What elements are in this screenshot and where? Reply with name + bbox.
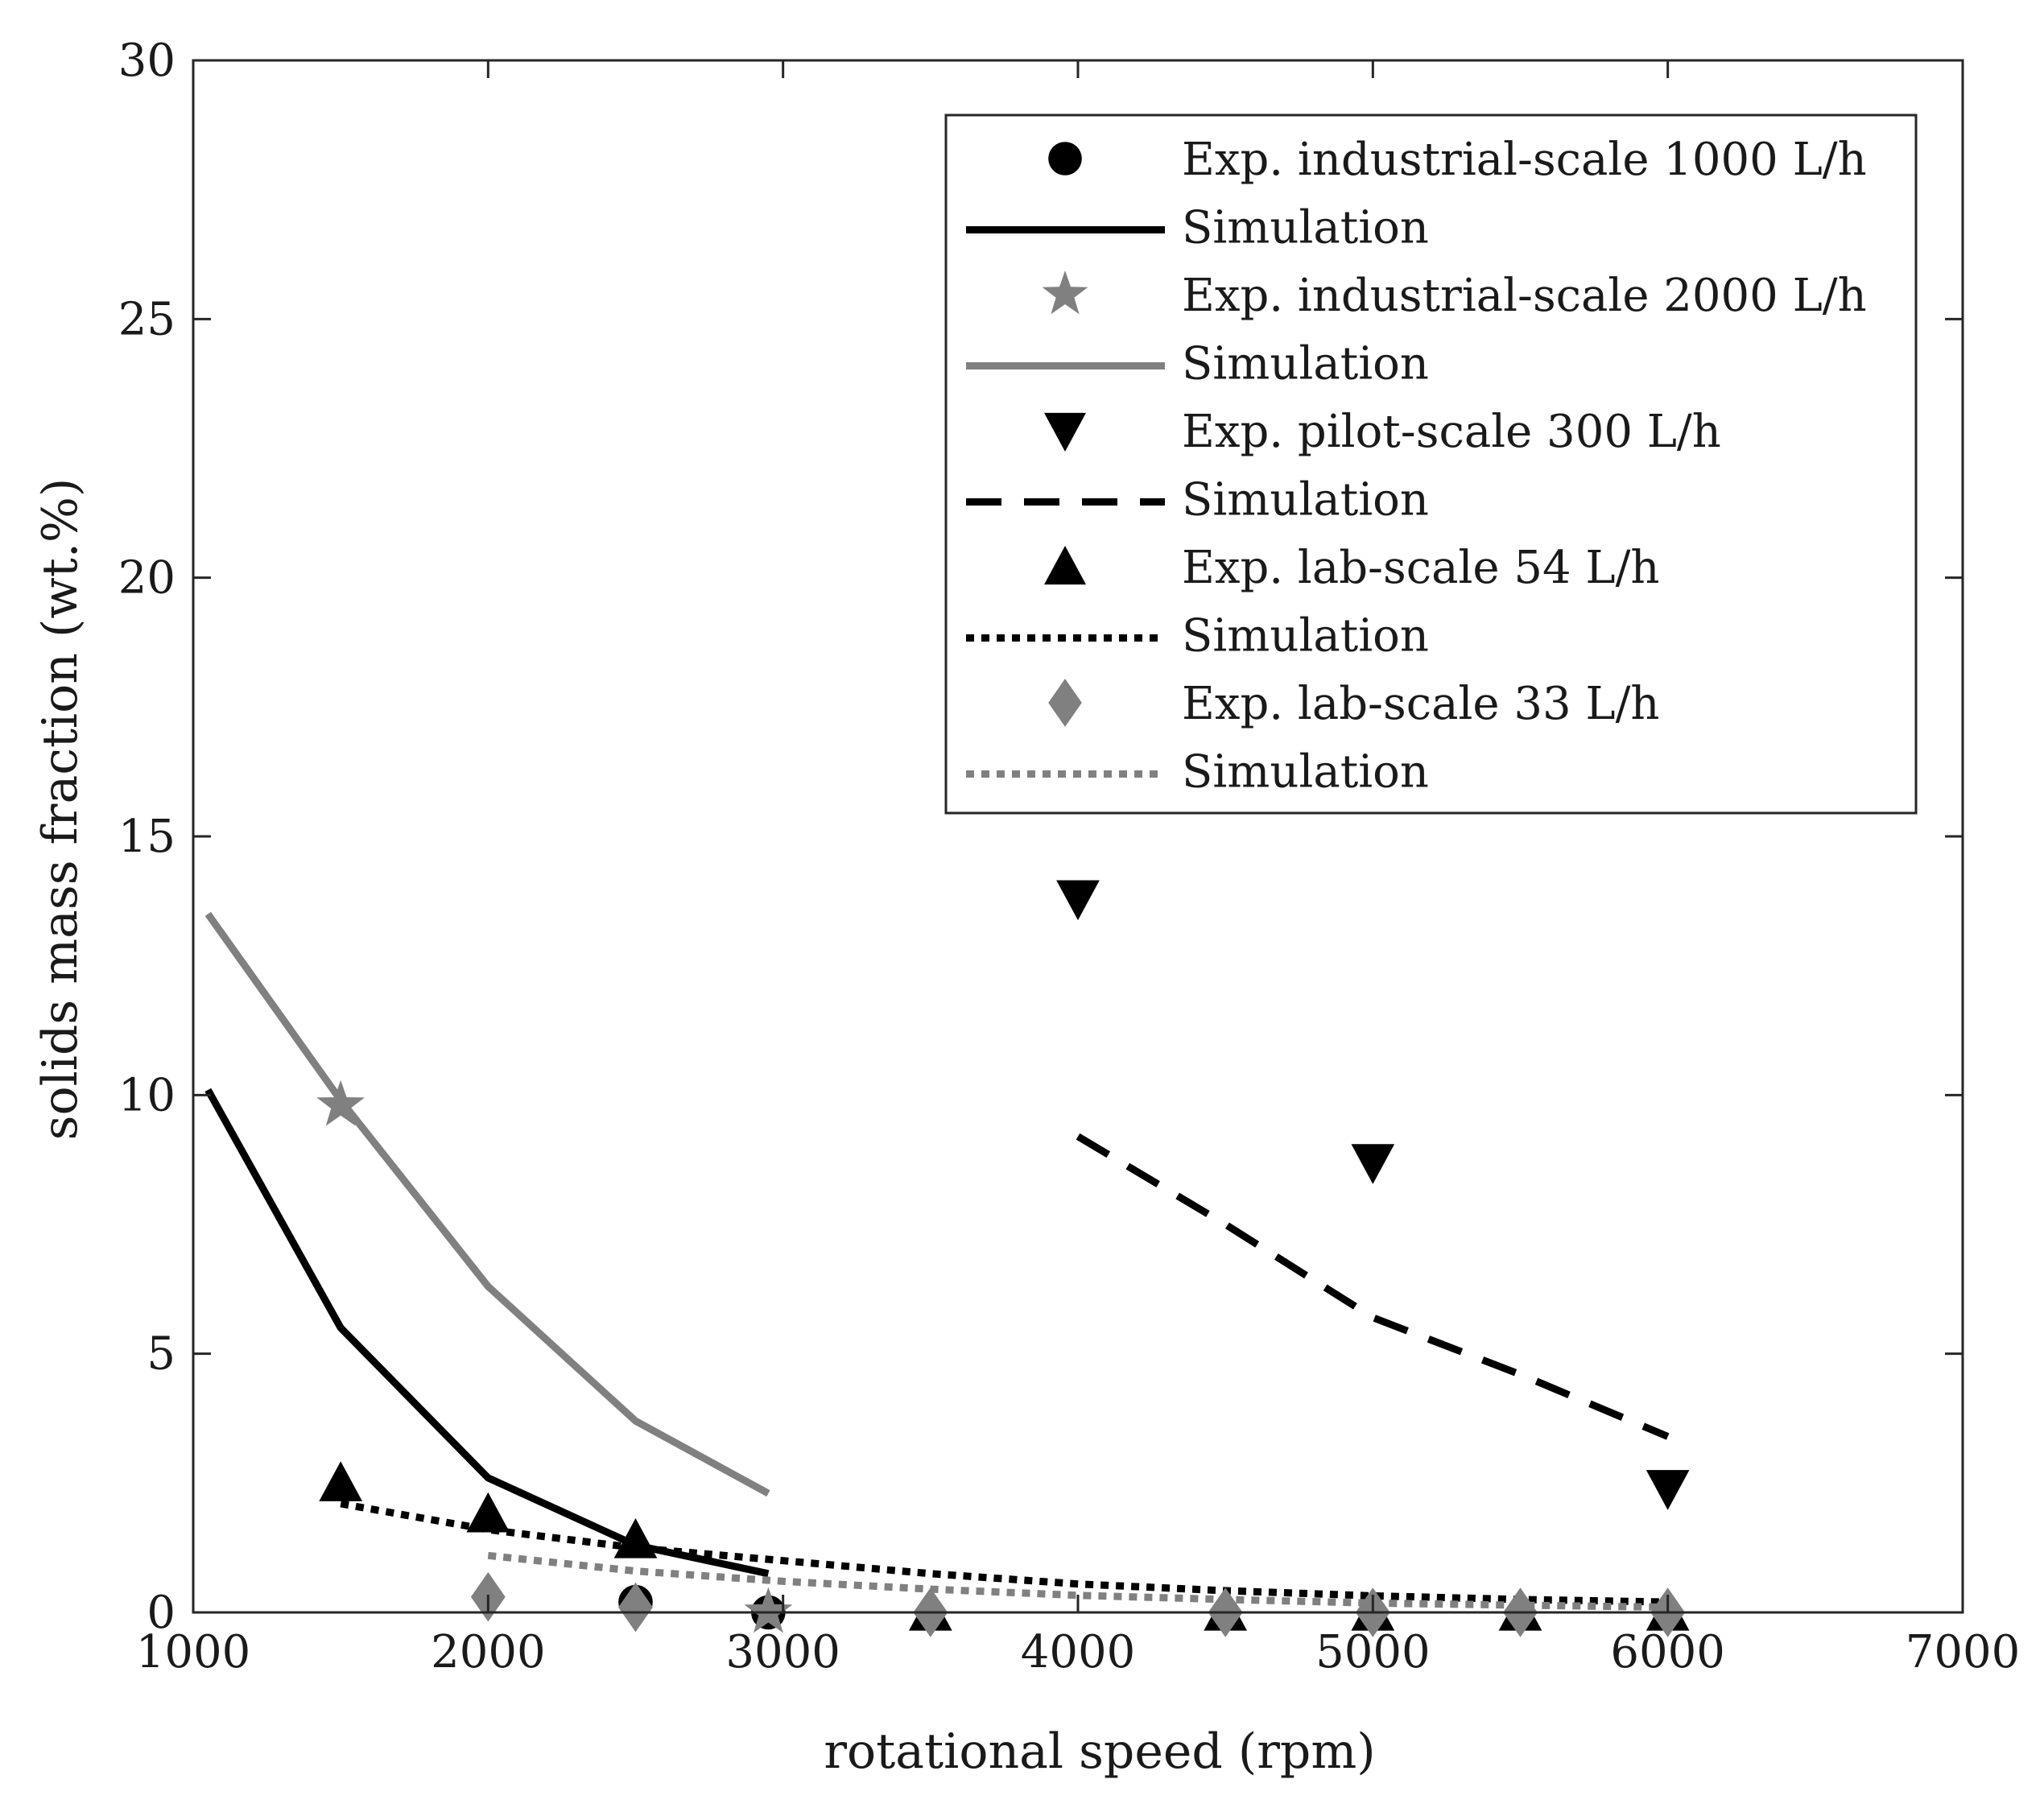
x-tick-label: 3000 [725,1626,840,1678]
series-markers-4 [1056,880,1690,1510]
legend: Exp. industrial-scale 1000 L/h Simulation… [944,114,1918,815]
legend-label: Simulation [1182,474,1429,526]
y-tick-label: 25 [118,293,175,345]
y-tick-label: 20 [118,552,175,605]
plot-area [204,880,1690,1637]
legend-swatch-marker [1048,679,1082,727]
legend-swatch-marker [1044,412,1086,452]
axes: 1000 2000 3000 4000 5000 6000 7000 0 5 10 15 20 25 30 [118,35,2021,1678]
y-tick-label: 0 [147,1587,175,1639]
legend-label: Exp. pilot-scale 300 L/h [1182,406,1721,458]
x-tick-label: 5000 [1315,1626,1431,1678]
data-point [1351,1144,1395,1184]
x-tick-label: 2000 [431,1626,546,1678]
data-point [613,1517,658,1558]
legend-swatch-marker [1048,142,1082,175]
y-tick-label: 10 [118,1069,175,1121]
legend-label: Simulation [1182,610,1429,663]
data-point [618,1582,653,1633]
legend-label: Exp. lab-scale 33 L/h [1182,678,1660,730]
legend-swatch-marker [1042,270,1088,315]
y-axis-title: solids mass fraction (wt.%) [32,478,89,1141]
series-markers-8 [470,1571,1686,1637]
y-tick-label: 5 [147,1328,175,1381]
data-point [1646,1470,1690,1510]
legend-label: Exp. industrial-scale 1000 L/h [1182,134,1867,186]
data-point [466,1492,510,1533]
data-point [316,1080,365,1126]
legend-label: Simulation [1182,202,1429,254]
legend-label: Exp. lab-scale 54 L/h [1182,542,1660,594]
legend-label: Simulation [1182,338,1429,390]
x-tick-label: 6000 [1610,1626,1725,1678]
x-tick-label: 7000 [1906,1626,2021,1678]
x-tick-label: 4000 [1021,1626,1136,1678]
legend-label: Simulation [1182,746,1429,799]
legend-label: Exp. industrial-scale 2000 L/h [1182,270,1867,322]
y-tick-label: 15 [118,811,175,863]
legend-swatch-marker [1044,546,1086,585]
series-markers-2 [316,1080,793,1633]
x-axis-title: rotational speed (rpm) [824,1724,1375,1780]
data-point [319,1461,363,1501]
y-tick-label: 30 [118,35,175,87]
x-tick-label: 1000 [136,1626,251,1678]
data-point [1056,880,1100,921]
series-line-9 [487,1551,1668,1612]
data-point [744,1587,793,1633]
series-line-3 [204,911,770,1497]
